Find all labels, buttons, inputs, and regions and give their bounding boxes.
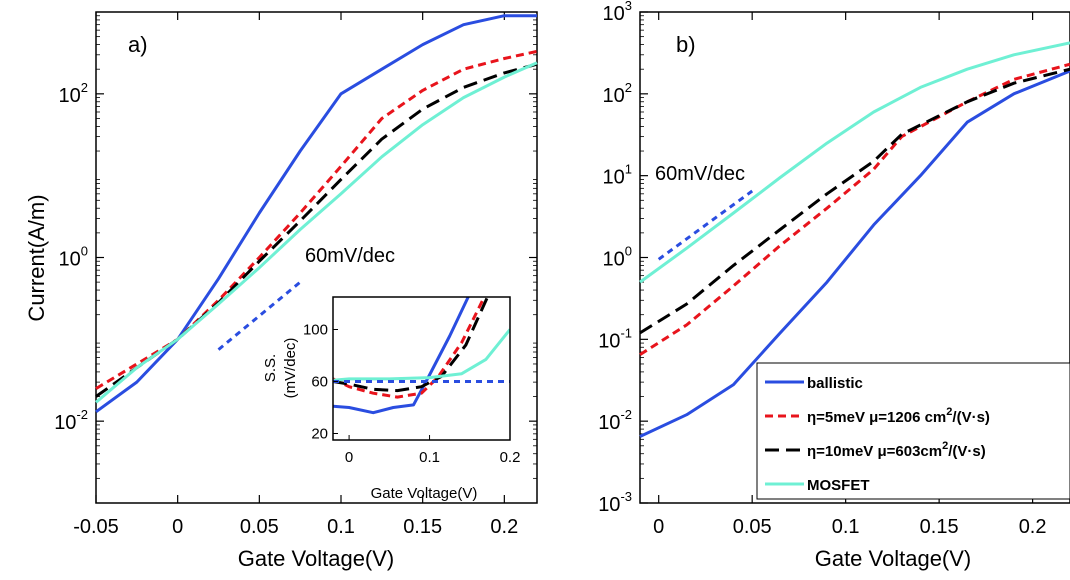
panel-a-series-ballistic (95, 14, 537, 414)
panel-a-y-tick-label: 10-2 (54, 407, 88, 434)
panel-a-series-eta5 (95, 49, 538, 390)
inset-y-axis-label-line2: (mV/dec) (282, 338, 299, 399)
panel-b-x-tick-label: 0.2 (1019, 516, 1047, 538)
panel-a-x-axis-label: Gate Voltage(V) (238, 546, 395, 571)
inset-ticks (333, 329, 511, 440)
inset-x-axis-label: Gate Voltage(V) (371, 485, 478, 502)
panel-b-x-tick-label: 0 (653, 516, 664, 538)
panel-a-ticks (95, 12, 537, 503)
legend-box (756, 362, 1070, 500)
inset-y-tick-label: 60 (311, 374, 328, 391)
panel-a-x-tick-label: 0 (172, 516, 183, 538)
panel-a-y-tick-labels: 10-2 100 102 (54, 80, 88, 434)
inset-y-tick-label: 20 (311, 426, 328, 443)
panel-b-series (639, 41, 1070, 438)
inset-frame (332, 296, 511, 441)
inset-y-tick-labels: 20 60 100 (303, 322, 328, 443)
legend-items: ballistic η=5meV μ=1206 cm2/(V·s) η=10meV … (765, 375, 990, 494)
panel-a-series (95, 14, 538, 414)
panel-a: -0.05 0 0.05 0.1 0.15 0.2 10-2 100 102 a) 60mV/… (24, 11, 538, 571)
inset-y-tick-label: 100 (303, 322, 328, 339)
panel-b-x-tick-label: 0.05 (733, 516, 772, 538)
inset-x-tick-label: 0.1 (419, 449, 440, 466)
legend-label-ballistic: ballistic (807, 375, 863, 392)
inset-series-mosfet (333, 328, 510, 382)
inset-x-tick-labels: 0 0.1 0.2 (345, 449, 521, 466)
panel-b-x-tick-label: 0.15 (920, 516, 959, 538)
inset-chart: 0 0.1 0.2 20 60 100 Gate Voltage(V) S.S. (mV… (262, 296, 521, 502)
panel-b-series-eta5 (639, 62, 1070, 356)
panel-a-series-mosfet (95, 61, 538, 404)
panel-b-y-tick-label: 10-3 (598, 489, 632, 516)
panel-b-series-mosfet (639, 41, 1070, 284)
panel-b-x-tick-label: 0.1 (832, 516, 860, 538)
panel-a-series-ref (217, 280, 302, 351)
panel-b-y-tick-label: 103 (603, 0, 632, 25)
inset-background (333, 297, 510, 440)
inset-series-eta5 (333, 297, 486, 399)
legend: ballistic η=5meV μ=1206 cm2/(V·s) η=10meV … (756, 362, 1070, 500)
panel-b-x-axis-label: Gate Voltage(V) (815, 546, 972, 571)
panel-b-y-tick-label: 100 (603, 244, 632, 271)
panel-b-series-ref (657, 189, 754, 261)
panel-a-y-tick-label: 100 (59, 244, 88, 271)
legend-label-eta10: η=10meV μ=603cm2/(V·s) (807, 440, 986, 460)
panel-b-y-tick-label: 102 (603, 80, 632, 107)
legend-label-eta5: η=5meV μ=1206 cm2/(V·s) (807, 406, 990, 426)
panel-a-label: a) (128, 32, 148, 57)
panel-b-label: b) (676, 32, 696, 57)
panel-a-annotation: 60mV/dec (305, 245, 395, 267)
panel-a-x-tick-label: 0.1 (327, 516, 355, 538)
inset-series (333, 297, 510, 415)
inset-x-tick-label: 0 (345, 449, 353, 466)
panel-b-annotation: 60mV/dec (655, 163, 745, 185)
panel-b-y-tick-label: 10-1 (598, 325, 632, 352)
panel-a-x-tick-label: 0.15 (403, 516, 442, 538)
panel-a-y-tick-label: 102 (59, 80, 88, 107)
panel-b-series-ballistic (639, 69, 1070, 438)
panel-a-x-tick-label: 0.2 (490, 516, 518, 538)
panel-b-y-tick-label: 101 (603, 162, 632, 189)
panel-a-x-tick-labels: -0.05 0 0.05 0.1 0.15 0.2 (73, 516, 518, 538)
inset-y-axis-label-line1: S.S. (262, 354, 279, 382)
panel-a-y-axis-label: Current(A/m) (24, 194, 49, 321)
panel-b: 0 0.05 0.1 0.15 0.2 10-3 10-2 10-1 100 101 102 103… (598, 0, 1070, 571)
inset-series-ballistic (333, 297, 470, 415)
panel-b-x-tick-labels: 0 0.05 0.1 0.15 0.2 (653, 516, 1046, 538)
panel-b-series-eta10 (639, 67, 1070, 335)
panel-b-y-tick-labels: 10-3 10-2 10-1 100 101 102 103 (598, 0, 632, 516)
panel-a-x-tick-label: 0.05 (240, 516, 279, 538)
legend-label-mosfet: MOSFET (807, 477, 870, 494)
panel-b-y-tick-label: 10-2 (598, 407, 632, 434)
panel-a-x-tick-label: -0.05 (73, 516, 119, 538)
inset-x-tick-label: 0.2 (500, 449, 521, 466)
